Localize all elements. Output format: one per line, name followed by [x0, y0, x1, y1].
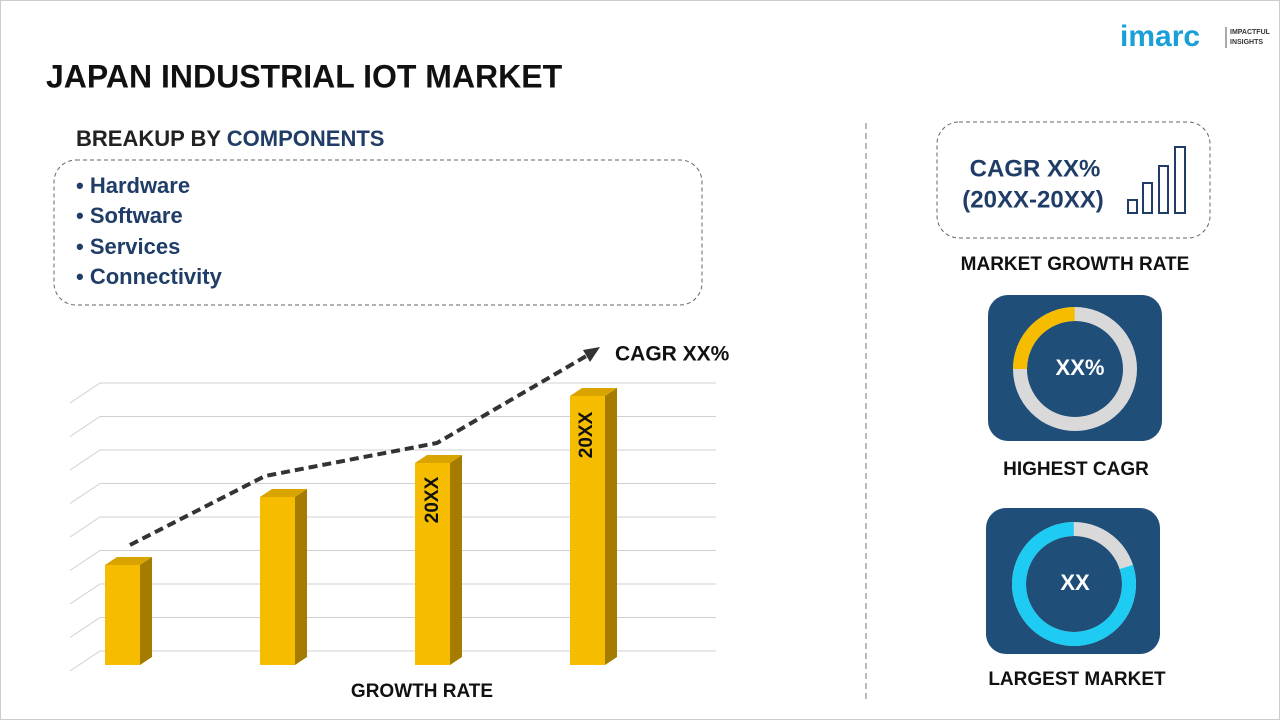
bar-side: [295, 489, 307, 665]
bar-top: [260, 489, 307, 497]
growth-box: [936, 121, 1211, 239]
trend-line: [129, 353, 590, 547]
bar-label: 20XX: [576, 411, 597, 458]
growth-icon: [1127, 146, 1186, 214]
highest-value: XX%: [1056, 355, 1105, 380]
list-item: • Connectivity: [76, 264, 223, 289]
grid-line: [69, 449, 716, 471]
grid-line: [69, 516, 716, 538]
trend-arrow: [583, 347, 600, 362]
donut-arc: [1013, 307, 1137, 431]
grid-line: [69, 416, 716, 437]
grid-line: [69, 650, 716, 672]
list-box: [53, 159, 703, 306]
highest-caption: HIGHEST CAGR: [1003, 459, 1149, 480]
list-item: • Services: [76, 234, 180, 259]
list-item: • Hardware: [76, 173, 190, 198]
page-title: JAPAN INDUSTRIAL IOT MARKET: [46, 58, 563, 94]
bar-top: [570, 388, 617, 396]
grid-line: [69, 382, 716, 404]
chart-cagr: CAGR XX%: [615, 343, 730, 366]
growth-caption: MARKET GROWTH RATE: [961, 254, 1190, 275]
logo-tagline: INSIGHTS: [1230, 39, 1263, 46]
heading-prefix: BREAKUP BY: [76, 126, 227, 151]
decorative-bars: [105, 388, 617, 665]
bar-front: [105, 565, 140, 665]
logo-tagline: IMPACTFUL: [1230, 29, 1271, 36]
section-heading: BREAKUP BY COMPONENTS: [76, 126, 384, 151]
donut-arc: [1012, 522, 1136, 646]
bar-front: [415, 463, 450, 665]
list-item: • Software: [76, 203, 183, 228]
bar-side: [450, 455, 462, 665]
bar-side: [140, 557, 152, 665]
bar-top: [105, 557, 152, 565]
heading-highlight: COMPONENTS: [227, 126, 385, 151]
logo-brand: imarc: [1120, 20, 1200, 53]
bar-front: [570, 396, 605, 665]
grid-line: [69, 550, 716, 571]
grid-line: [69, 483, 716, 504]
decorative-grid: [69, 382, 716, 672]
grid-line: [69, 583, 716, 605]
largest-value: XX: [1060, 570, 1090, 595]
largest-caption: LARGEST MARKET: [988, 669, 1166, 690]
bar-front: [260, 497, 295, 665]
bar-side: [605, 388, 617, 665]
growth-period: (20XX-20XX): [962, 186, 1103, 213]
grid-line: [69, 617, 716, 638]
growth-cagr: CAGR XX%: [970, 155, 1101, 182]
bar-top: [415, 455, 462, 463]
bar-label: 20XX: [422, 476, 443, 523]
chart-caption: GROWTH RATE: [351, 681, 493, 702]
